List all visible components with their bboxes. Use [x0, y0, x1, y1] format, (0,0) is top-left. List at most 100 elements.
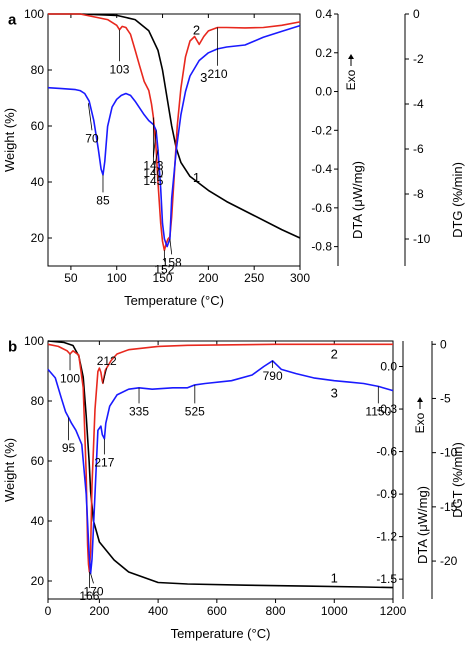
dtg-tick-label: -5 [440, 391, 451, 405]
curve-number-label: 2 [193, 22, 200, 37]
exo-arrow-head-icon [348, 54, 354, 59]
x-tick-label: 200 [198, 271, 218, 285]
weight-tick-label: 80 [31, 394, 45, 408]
x-tick-label: 400 [148, 604, 168, 618]
annotation-label: 70 [85, 131, 99, 145]
weight-tick-label: 60 [31, 454, 45, 468]
annotation-label: 1150 [365, 404, 391, 418]
dta-tick-label: 0.0 [380, 360, 397, 374]
weight-tick-label: 40 [31, 514, 45, 528]
series-line-1 [48, 13, 301, 239]
weight-tick-label: 20 [31, 231, 45, 245]
x-tick-label: 1200 [380, 604, 407, 618]
exo-label: Exo [413, 412, 427, 433]
dta-tick-label: 0.2 [315, 46, 332, 60]
annotation-label: 166 [79, 589, 99, 603]
dtg-tick-label: -8 [413, 187, 424, 201]
curve-number-label: 3 [331, 386, 338, 401]
annotation-label: 790 [263, 369, 283, 383]
weight-axis-title: Weight (%) [2, 438, 17, 502]
weight-tick-label: 20 [31, 574, 45, 588]
dta-tick-label: -0.6 [376, 445, 397, 459]
dtg-tick-label: 0 [413, 7, 420, 21]
x-tick-label: 800 [266, 604, 286, 618]
series-line-3 [47, 24, 301, 248]
x-tick-label: 50 [64, 271, 78, 285]
x-tick-label: 150 [153, 271, 173, 285]
annotation-label: 212 [97, 354, 117, 368]
dtg-tick-label: -15 [440, 500, 458, 514]
dta-tick-label: -0.6 [311, 201, 332, 215]
annotation-leader [152, 149, 159, 174]
exo-arrow-head-icon [417, 397, 423, 402]
dtg-axis-title: DGT (%/min) [450, 442, 465, 518]
annotation-label: 95 [62, 441, 76, 455]
curve-number-label: 3 [200, 70, 207, 85]
dta-axis-title: DTA (μW/mg) [350, 161, 365, 239]
annotation-label: 210 [208, 67, 228, 81]
weight-tick-label: 40 [31, 175, 45, 189]
annotation-leader [169, 238, 173, 255]
exo-label: Exo [344, 69, 358, 90]
x-tick-label: 100 [107, 271, 127, 285]
annotation-leader [152, 130, 157, 158]
plot-frame [47, 340, 394, 600]
weight-tick-label: 100 [24, 7, 44, 21]
annotation-label: 217 [94, 455, 114, 469]
dta-tick-label: -1.2 [376, 530, 397, 544]
dtg-axis-title: DTG (%/min) [450, 162, 465, 238]
dtg-tick-label: -2 [413, 52, 424, 66]
series-line-2 [47, 343, 393, 573]
dtg-tick-label: -20 [440, 554, 458, 568]
curve-number-label: 2 [331, 346, 338, 361]
weight-tick-label: 60 [31, 119, 45, 133]
annotation-label: 145 [143, 174, 163, 188]
annotation-label: 152 [154, 263, 174, 277]
curve-number-label: 1 [331, 571, 338, 586]
dta-axis-title: DTA (μW/mg) [415, 486, 430, 564]
weight-tick-label: 80 [31, 63, 45, 77]
dta-tick-label: 0.0 [315, 85, 332, 99]
x-tick-label: 600 [207, 604, 227, 618]
dtg-tick-label: -4 [413, 97, 424, 111]
x-tick-label: 200 [89, 604, 109, 618]
dta-tick-label: 0.4 [315, 7, 332, 21]
dta-tick-label: -1.5 [376, 572, 397, 586]
annotation-label: 85 [96, 193, 110, 207]
annotation-label: 143 [143, 158, 163, 172]
x-tick-label: 1000 [321, 604, 348, 618]
plot-frame [47, 13, 301, 267]
weight-tick-label: 100 [24, 334, 44, 348]
weight-axis-title: Weight (%) [2, 108, 17, 172]
series-line-3 [47, 359, 394, 575]
x-tick-label: 250 [244, 271, 264, 285]
dta-tick-label: -0.8 [311, 240, 332, 254]
panel-label: a [8, 11, 17, 28]
annotation-leader [102, 368, 108, 384]
curve-number-label: 1 [193, 170, 200, 185]
annotation-label: 335 [129, 404, 149, 418]
dta-tick-label: -0.4 [311, 162, 332, 176]
dtg-tick-label: -10 [413, 232, 431, 246]
x-tick-label: 0 [45, 604, 52, 618]
dtg-tick-label: -10 [440, 446, 458, 460]
annotation-label: 170 [83, 584, 103, 598]
panel-label: b [8, 338, 17, 355]
annotation-leader [87, 103, 93, 131]
x-axis-title: Temperature (°C) [124, 293, 224, 308]
annotation-label: 158 [162, 255, 182, 269]
dta-tick-label: -0.2 [311, 123, 332, 137]
annotation-label: 525 [185, 404, 205, 418]
dtg-tick-label: 0 [440, 337, 447, 351]
annotation-leader [90, 573, 94, 584]
x-tick-label: 300 [290, 271, 310, 285]
dtg-tick-label: -6 [413, 142, 424, 156]
dta-tick-label: -0.3 [376, 402, 397, 416]
x-axis-title: Temperature (°C) [171, 626, 271, 641]
annotation-label: 100 [60, 371, 80, 385]
dta-tick-label: -0.9 [376, 487, 397, 501]
annotation-label: 103 [109, 62, 129, 76]
